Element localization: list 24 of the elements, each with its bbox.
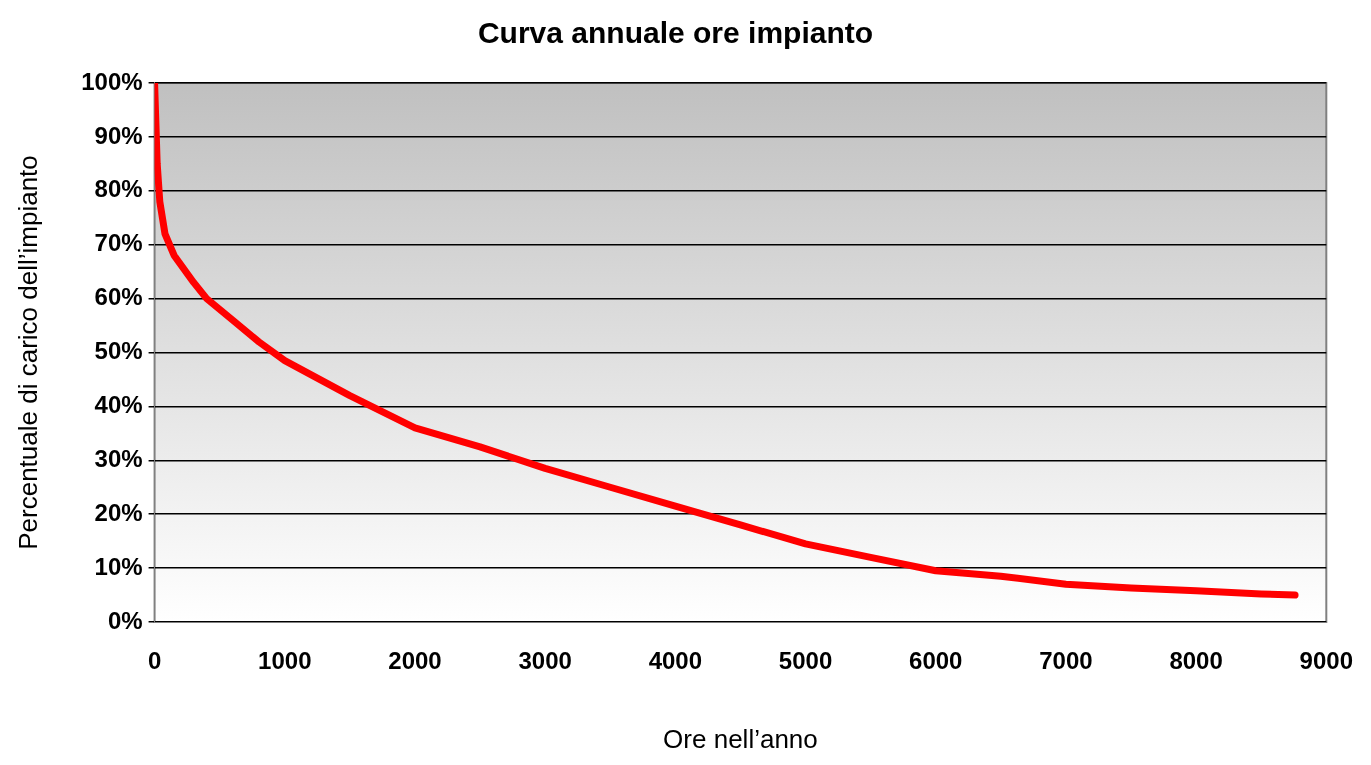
x-tick-label: 4000 [648, 647, 703, 675]
y-tick-label: 40% [94, 391, 143, 419]
y-tick-label: 10% [94, 552, 143, 580]
y-tick-label: 0% [107, 606, 143, 634]
y-tick-label: 100% [81, 67, 143, 95]
x-tick-label: 2000 [388, 647, 442, 675]
y-axis-title: Percentuale di carico dell’impianto [12, 155, 43, 550]
x-tick-label: 1000 [258, 647, 312, 675]
y-tick-label: 90% [94, 121, 143, 149]
x-tick-label: 3000 [518, 647, 572, 675]
x-axis-title: Ore nell’anno [663, 723, 818, 754]
x-tick-label: 0 [147, 647, 162, 675]
y-tick-label: 80% [94, 175, 143, 203]
x-tick-label: 5000 [778, 647, 833, 675]
y-tick-label: 70% [94, 229, 143, 257]
y-tick-label: 50% [94, 337, 143, 365]
x-tick-label: 6000 [909, 647, 963, 675]
x-tick-label: 7000 [1039, 647, 1093, 675]
x-tick-label: 9000 [1299, 647, 1353, 675]
y-tick-label: 60% [94, 283, 143, 311]
chart-title: Curva annuale ore impianto [477, 16, 874, 50]
x-tick-label: 8000 [1169, 647, 1223, 675]
y-tick-label: 30% [94, 444, 143, 472]
y-tick-label: 20% [94, 498, 143, 526]
